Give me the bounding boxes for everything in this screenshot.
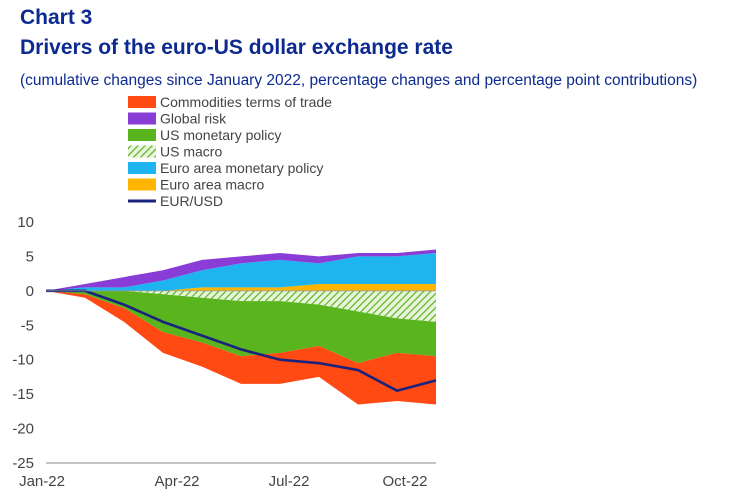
area-us-monetary-policy xyxy=(46,290,436,364)
y-tick-label: -25 xyxy=(12,455,34,472)
y-tick-label: 10 xyxy=(17,214,34,231)
legend-label-eur-usd: EUR/USD xyxy=(160,193,223,209)
x-tick-label: Oct-22 xyxy=(382,473,427,490)
legend-label-global-risk: Global risk xyxy=(160,111,227,127)
x-tick-label: Apr-22 xyxy=(154,473,199,490)
y-tick-label: -10 xyxy=(12,352,34,369)
x-tick-label: Jan-22 xyxy=(19,473,65,490)
eurusd-line-layer xyxy=(46,289,437,392)
legend-label-commodities-terms-of-trade: Commodities terms of trade xyxy=(160,94,332,110)
y-tick-label: -20 xyxy=(12,421,34,438)
chart-number: Chart 3 xyxy=(20,6,93,29)
legend-label-euro-area-macro: Euro area macro xyxy=(160,177,264,193)
area-commodities-terms-of-trade xyxy=(46,290,436,405)
legend-label-us-monetary-policy: US monetary policy xyxy=(160,127,281,143)
y-tick-label: 5 xyxy=(26,248,34,265)
x-tick-label: Jul-22 xyxy=(269,473,310,490)
legend-swatch-commodities-terms-of-trade xyxy=(128,96,156,108)
y-tick-label: -15 xyxy=(12,386,34,403)
y-tick-label: -5 xyxy=(21,317,34,334)
y-tick-label: 0 xyxy=(26,283,34,300)
chart-subtitle: (cumulative changes since January 2022, … xyxy=(20,72,698,89)
area-euro-area-monetary-policy xyxy=(46,252,436,291)
legend-swatch-euro-area-monetary-policy xyxy=(128,162,156,174)
series-line-eur-usd xyxy=(46,289,437,392)
legend-label-us-macro: US macro xyxy=(160,144,222,160)
area-us-macro xyxy=(46,290,436,322)
area-euro-area-macro xyxy=(46,283,436,291)
chart-title: Drivers of the euro-US dollar exchange r… xyxy=(20,36,453,59)
legend-label-euro-area-monetary-policy: Euro area monetary policy xyxy=(160,160,323,176)
legend-swatch-us-monetary-policy xyxy=(128,129,156,141)
legend-swatch-global-risk xyxy=(128,112,156,125)
area-global-risk xyxy=(46,249,436,291)
stacked-areas xyxy=(46,249,436,405)
legend-swatch-euro-area-macro xyxy=(128,178,156,191)
legend-swatch-us-macro xyxy=(128,145,156,158)
